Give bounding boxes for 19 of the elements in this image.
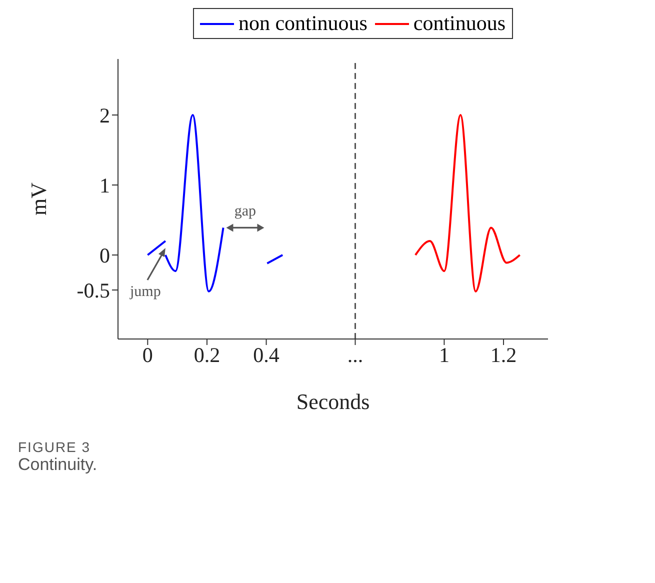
y-tick-label: 2 <box>100 103 110 128</box>
x-tick-label: 0 <box>142 342 153 367</box>
legend-label: non continuous <box>238 11 368 36</box>
y-tick-label: 0 <box>100 243 110 268</box>
annotation: jump <box>129 284 161 300</box>
y-tick-label: -0.5 <box>76 278 110 302</box>
y-axis-title: mV <box>26 182 51 216</box>
line-series <box>414 114 521 292</box>
x-tick-label: 1.2 <box>490 342 517 367</box>
annotation: gap <box>234 204 256 220</box>
x-tick-label: 0.4 <box>253 342 280 367</box>
x-tick-label: 0.2 <box>194 342 220 367</box>
x-tick-label: 1 <box>438 342 450 367</box>
x-tick-label: ... <box>347 342 364 367</box>
text: Continuity. <box>18 455 98 475</box>
x-axis-title: Seconds <box>296 389 370 414</box>
caption: FIGURE 3 <box>18 439 92 455</box>
legend-label: continuous <box>413 11 506 36</box>
y-tick-label: 1 <box>100 173 110 198</box>
